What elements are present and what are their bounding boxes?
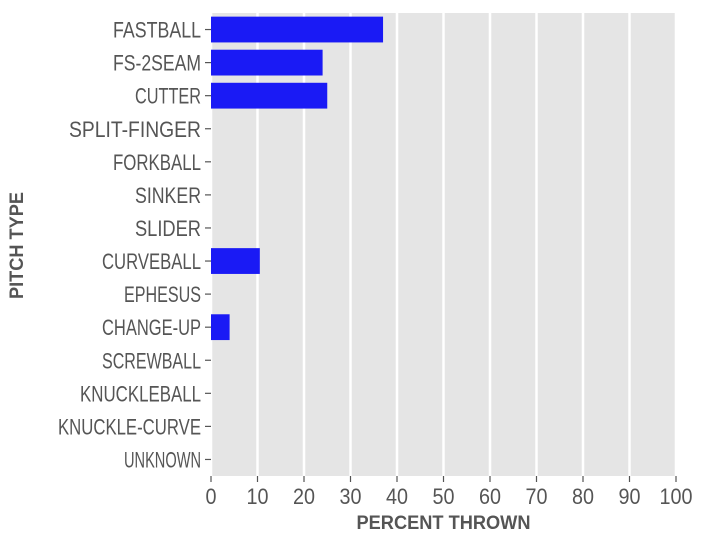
y-tick-label: FS-2SEAM [113,51,201,76]
y-tick-label: CUTTER [135,84,201,109]
x-tick-label: 100 [660,484,693,509]
y-tick-label: KNUCKLE-CURVE [58,414,201,439]
y-axis-label: PITCH TYPE [7,192,28,299]
x-tick-label: 10 [247,484,269,509]
bar [211,16,384,43]
y-tick-label: EPHESUS [124,282,201,307]
bar [211,49,323,76]
bar [211,82,328,109]
bar [211,314,230,341]
y-tick-label: CURVEBALL [102,249,201,274]
x-tick-label: 80 [572,484,594,509]
y-tick-label: SCREWBALL [102,348,201,373]
y-tick-label: FORKBALL [113,150,201,175]
x-tick-label: 60 [479,484,501,509]
x-tick-label: 20 [293,484,315,509]
y-tick-label: FASTBALL [113,18,201,43]
bars [211,16,384,341]
y-axis-ticks: FASTBALL FS-2SEAM CUTTER SPLIT-FINGER FORKBA… [58,18,211,472]
x-tick-label: 90 [619,484,641,509]
y-tick-label: SLIDER [135,216,201,241]
y-tick-label: SPLIT-FINGER [69,117,201,142]
x-axis-ticks: 0 10 20 30 40 50 60 70 80 90 100 [206,476,693,509]
y-tick-label: KNUCKLEBALL [80,381,201,406]
bar [211,248,260,274]
y-tick-label: UNKNOWN [124,447,201,472]
y-tick-label: SINKER [135,183,201,208]
x-tick-label: 40 [386,484,408,509]
x-axis-label: PERCENT THROWN [357,513,531,534]
x-tick-label: 50 [433,484,455,509]
y-tick-label: CHANGE-UP [102,315,201,340]
x-tick-label: 0 [206,484,217,509]
x-tick-label: 70 [526,484,548,509]
x-tick-label: 30 [340,484,362,509]
